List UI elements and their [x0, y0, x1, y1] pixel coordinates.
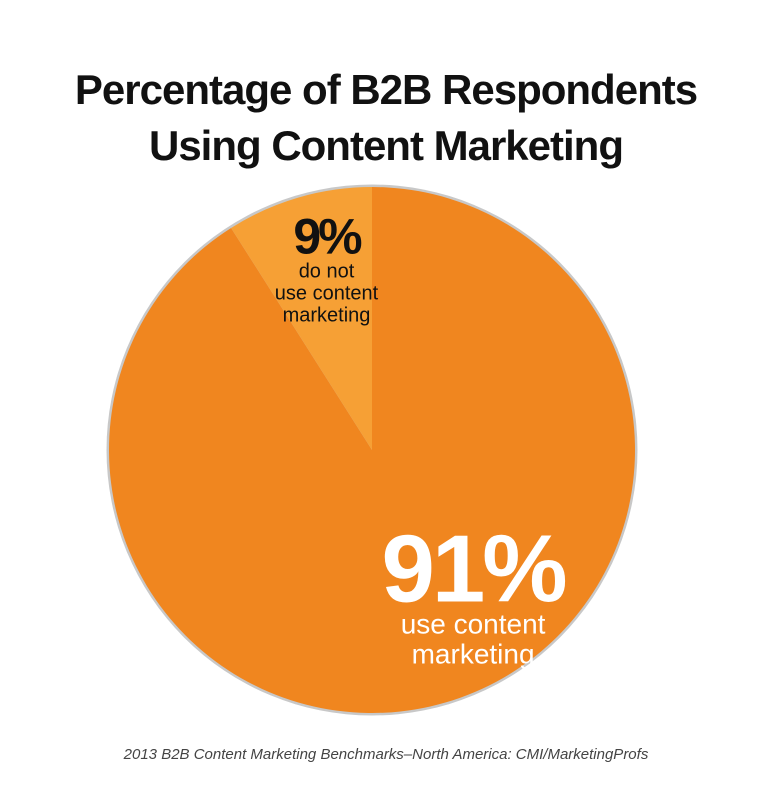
chart-title-line-2: Using Content Marketing: [148, 122, 624, 169]
pie-slice-use: [108, 187, 636, 713]
chart-title: Percentage of B2B Respondents Using Cont…: [0, 62, 772, 174]
pie-slices: [108, 187, 636, 713]
slice-label-line-use: use content: [401, 608, 546, 639]
slice-label-line-do-not-use: use content: [275, 282, 379, 304]
pie-slice-do-not-use: [231, 187, 372, 450]
slice-label-line-do-not-use: marketing: [283, 304, 371, 326]
chart-title-line-1: Percentage of B2B Respondents: [74, 66, 698, 113]
slice-value-do-not-use: 9%: [293, 208, 362, 264]
source-note: 2013 B2B Content Marketing Benchmarks–No…: [123, 746, 649, 763]
slice-value-use: 91%: [382, 515, 566, 622]
slice-label-line-use: marketing: [412, 638, 535, 669]
slice-label-line-do-not-use: do not: [299, 260, 355, 282]
